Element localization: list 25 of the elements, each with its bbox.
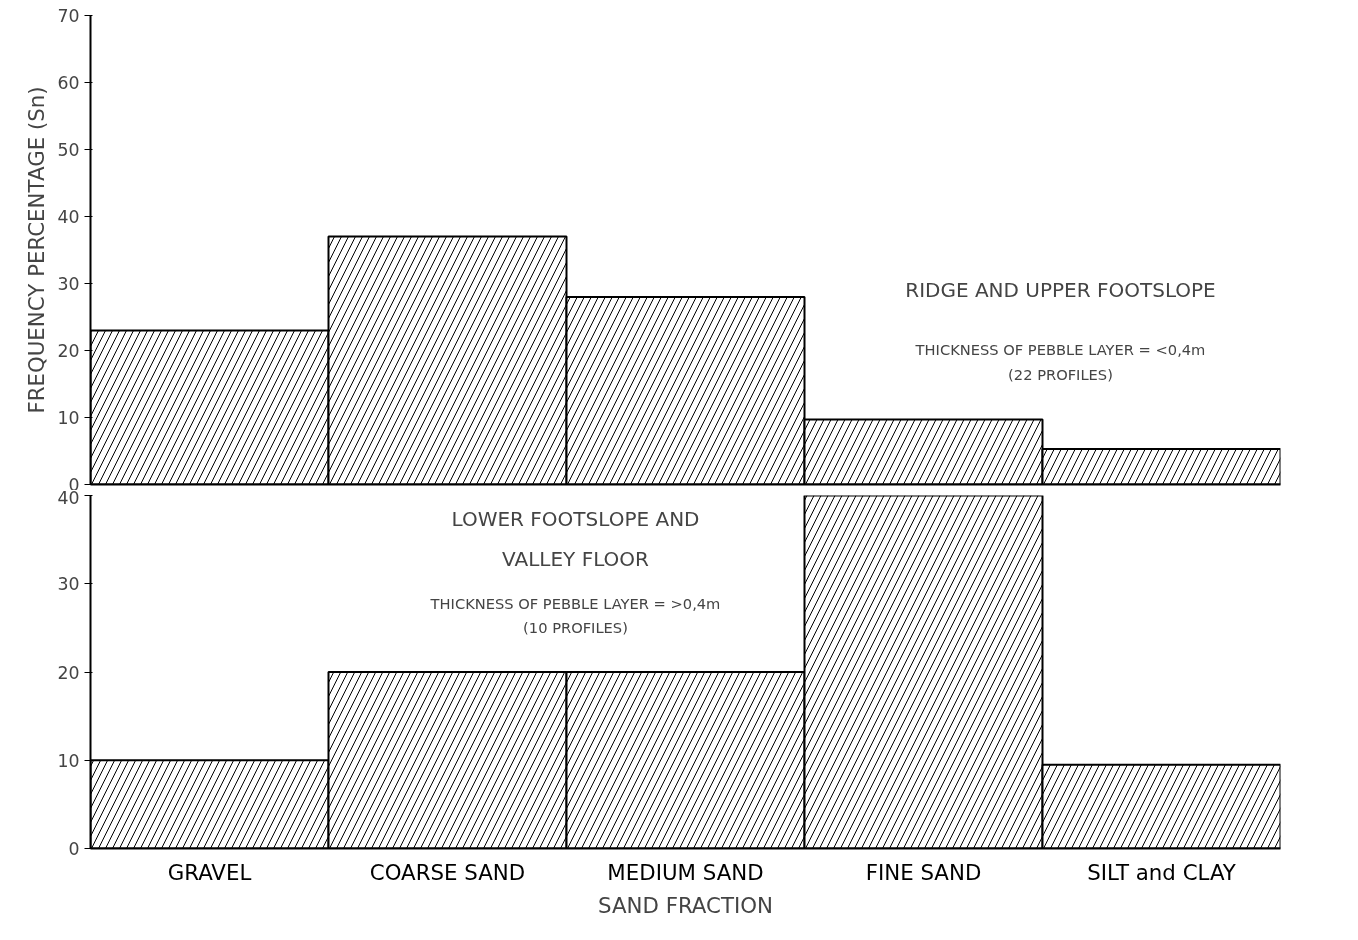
x-axis-title: SAND FRACTION xyxy=(597,892,774,918)
y-tick-label: 70 xyxy=(57,6,80,26)
y-axis-title: FREQUENCY PERCENTAGE (Sn) xyxy=(24,86,50,414)
y-tick-label: 30 xyxy=(57,574,80,595)
y-tick-label: 40 xyxy=(57,207,80,227)
y-tick-label: 0 xyxy=(68,839,80,859)
x-tick-label: MEDIUM SAND xyxy=(607,859,764,885)
annotation: RIDGE AND UPPER FOOTSLOPE xyxy=(905,277,1216,302)
x-tick-label: FINE SAND xyxy=(865,859,982,885)
y-tick-label: 60 xyxy=(57,73,80,93)
y-tick-label: 20 xyxy=(57,662,80,683)
y-tick-label: 10 xyxy=(57,750,80,771)
annotation: (22 PROFILES) xyxy=(1008,366,1113,383)
annotation: VALLEY FLOOR xyxy=(502,546,650,571)
x-tick-label: SILT and CLAY xyxy=(1087,859,1237,885)
x-tick-label: GRAVEL xyxy=(167,859,252,885)
x-tick-label: COARSE SAND xyxy=(369,859,526,885)
annotation: THICKNESS OF PEBBLE LAYER = <0,4m xyxy=(914,341,1206,358)
y-tick-label: 50 xyxy=(57,140,80,160)
annotation: LOWER FOOTSLOPE AND xyxy=(451,506,700,531)
y-tick-label: 20 xyxy=(57,341,80,361)
y-tick-label: 30 xyxy=(57,274,80,294)
y-tick-label: 10 xyxy=(57,408,80,428)
annotation: THICKNESS OF PEBBLE LAYER = >0,4m xyxy=(429,595,721,612)
annotation: (10 PROFILES) xyxy=(523,619,628,636)
